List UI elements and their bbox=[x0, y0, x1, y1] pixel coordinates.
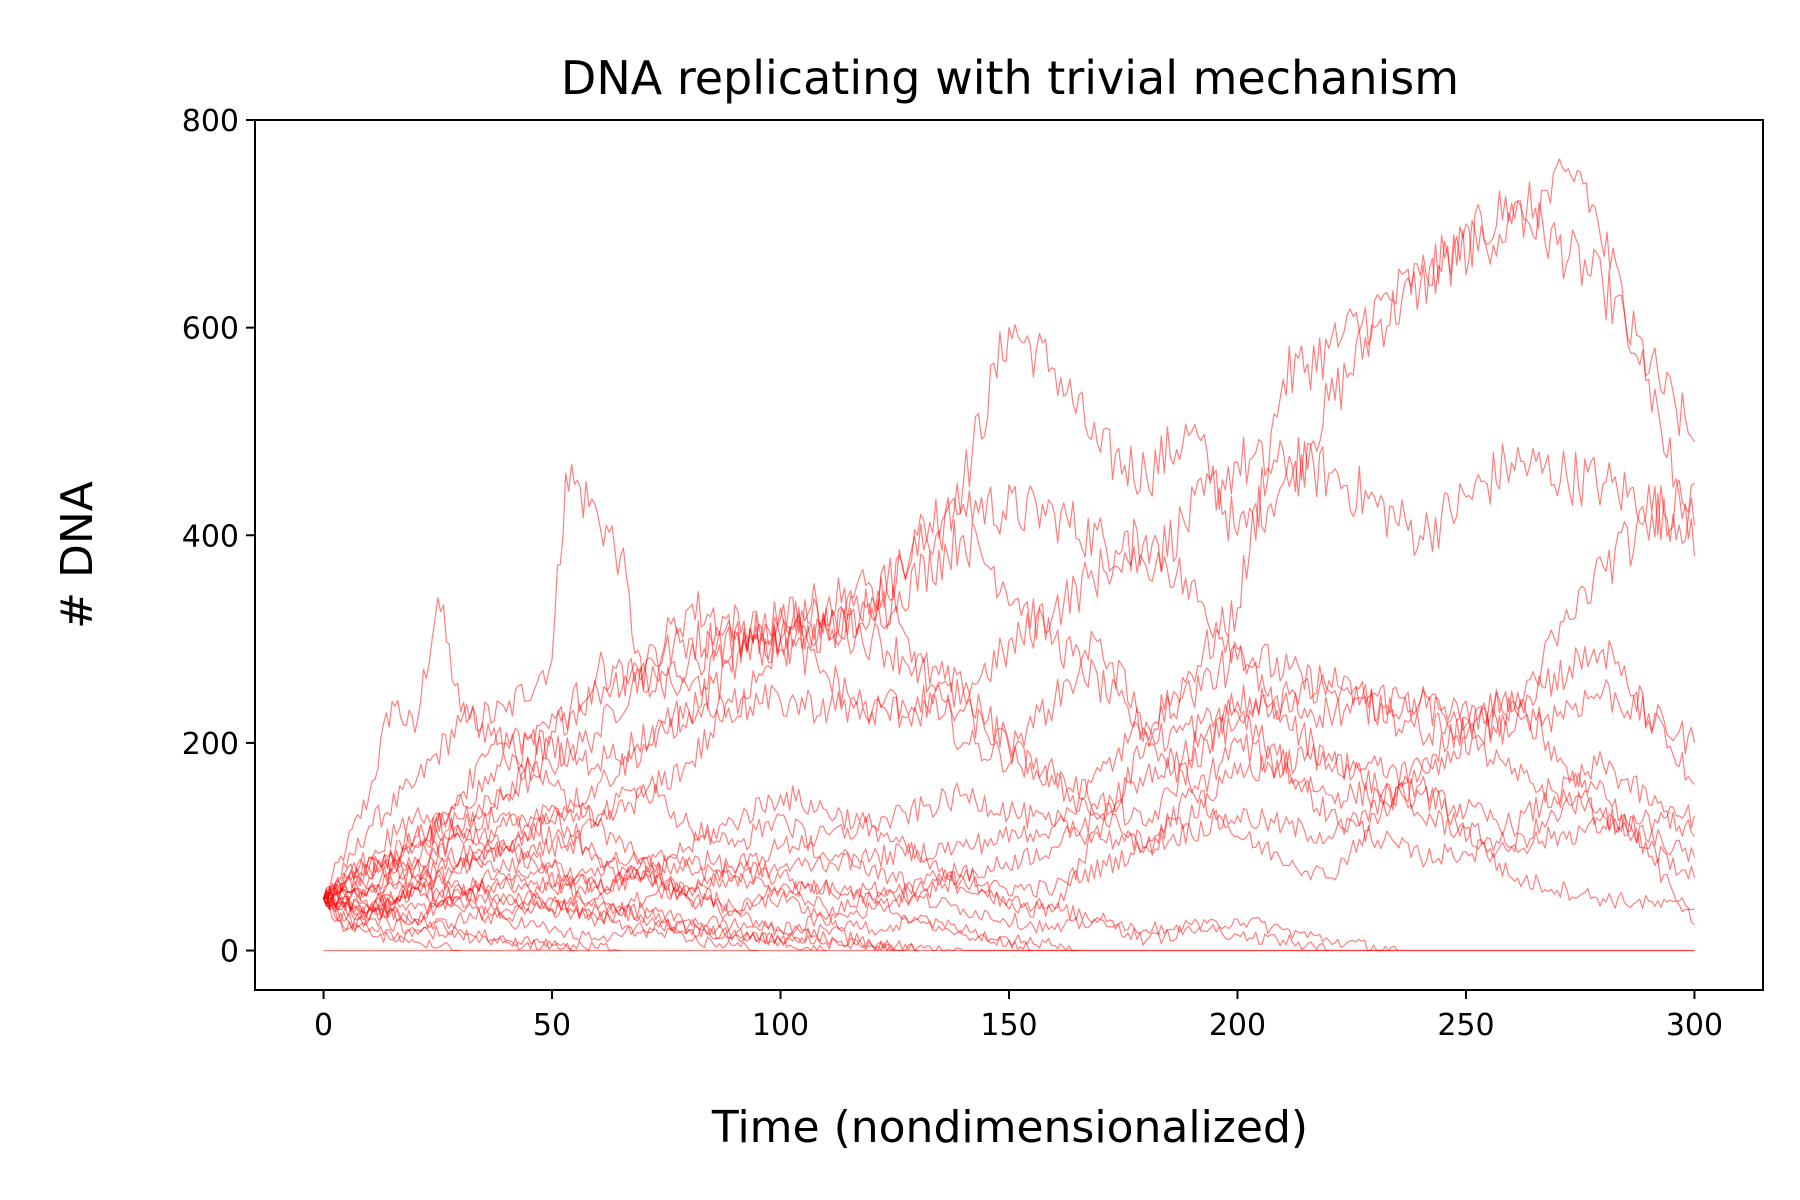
series-line-17 bbox=[323, 898, 621, 952]
y-tick-label: 200 bbox=[182, 727, 239, 762]
x-tick-label: 100 bbox=[752, 1008, 809, 1043]
series-line-14 bbox=[323, 640, 1695, 936]
plot-area bbox=[322, 158, 1696, 952]
series-line-4 bbox=[323, 158, 1696, 914]
series-line-19 bbox=[323, 893, 461, 952]
series-line-15 bbox=[322, 872, 758, 952]
x-tick-label: 300 bbox=[1666, 1008, 1723, 1043]
series-line-7 bbox=[322, 623, 1695, 924]
series-line-18 bbox=[323, 859, 827, 952]
series-line-3 bbox=[322, 436, 1696, 905]
x-tick-label: 200 bbox=[1209, 1008, 1266, 1043]
chart-title: DNA replicating with trivial mechanism bbox=[561, 51, 1459, 105]
y-tick-label: 600 bbox=[182, 312, 239, 347]
x-tick-label: 50 bbox=[533, 1008, 571, 1043]
axes: 0 50 100 150 200 250 300 0 200 400 600 800 bbox=[182, 104, 1764, 1043]
y-tick-label: 400 bbox=[182, 519, 239, 554]
series-line-2 bbox=[322, 190, 1696, 899]
series-line-11 bbox=[322, 630, 1696, 901]
series-line-21 bbox=[323, 783, 1329, 952]
x-tick-label: 250 bbox=[1437, 1008, 1494, 1043]
series-line-22 bbox=[322, 898, 575, 952]
y-tick-label: 0 bbox=[220, 935, 239, 970]
series-line-5 bbox=[322, 518, 1696, 907]
x-tick-label: 0 bbox=[314, 1008, 333, 1043]
x-axis-title: Time (nondimensionalized) bbox=[711, 1102, 1308, 1153]
x-tick-label: 150 bbox=[980, 1008, 1037, 1043]
y-tick-label: 800 bbox=[182, 104, 239, 139]
series-line-6 bbox=[323, 568, 1696, 926]
series-line-24 bbox=[322, 884, 896, 952]
y-axis-title: # DNA bbox=[52, 481, 103, 629]
series-line-23 bbox=[323, 807, 1078, 952]
series-line-9 bbox=[322, 744, 1695, 935]
